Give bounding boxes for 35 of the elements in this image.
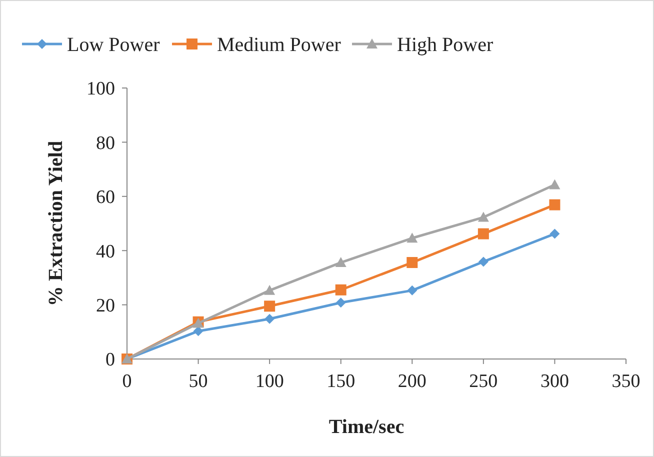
- point: [264, 284, 276, 295]
- x-axis-title: Time/sec: [328, 416, 404, 438]
- y-tick-label: 80: [96, 132, 115, 154]
- x-tick-label: 100: [255, 371, 284, 392]
- point: [478, 256, 488, 267]
- point: [335, 257, 346, 268]
- y-tick-label: 40: [96, 241, 115, 262]
- y-tick-label: 0: [106, 350, 115, 371]
- point: [264, 300, 276, 312]
- y-tick-label: 20: [96, 295, 115, 316]
- point: [549, 179, 560, 190]
- point: [478, 228, 489, 240]
- legend-label: Medium Power: [217, 34, 342, 56]
- point: [478, 212, 489, 222]
- point: [193, 326, 204, 336]
- point: [336, 298, 346, 308]
- y-axis-title: % Extraction Yield: [45, 140, 67, 306]
- point: [407, 285, 418, 296]
- point: [335, 284, 346, 296]
- y-tick-label: 60: [96, 187, 115, 208]
- legend-label: High Power: [397, 34, 494, 56]
- x-tick-label: 0: [122, 371, 132, 392]
- point: [264, 314, 275, 324]
- legend-label: Low Power: [67, 34, 160, 56]
- point: [406, 257, 418, 268]
- x-tick-label: 350: [612, 371, 640, 392]
- x-tick-label: 250: [469, 371, 498, 392]
- x-tick-label: 300: [540, 371, 569, 392]
- x-tick-label: 150: [326, 371, 356, 392]
- point: [406, 232, 418, 243]
- x-tick-label: 50: [188, 371, 208, 392]
- point: [550, 228, 560, 239]
- point: [549, 199, 560, 210]
- y-tick-label: 100: [86, 78, 115, 100]
- x-tick-label: 200: [398, 371, 426, 392]
